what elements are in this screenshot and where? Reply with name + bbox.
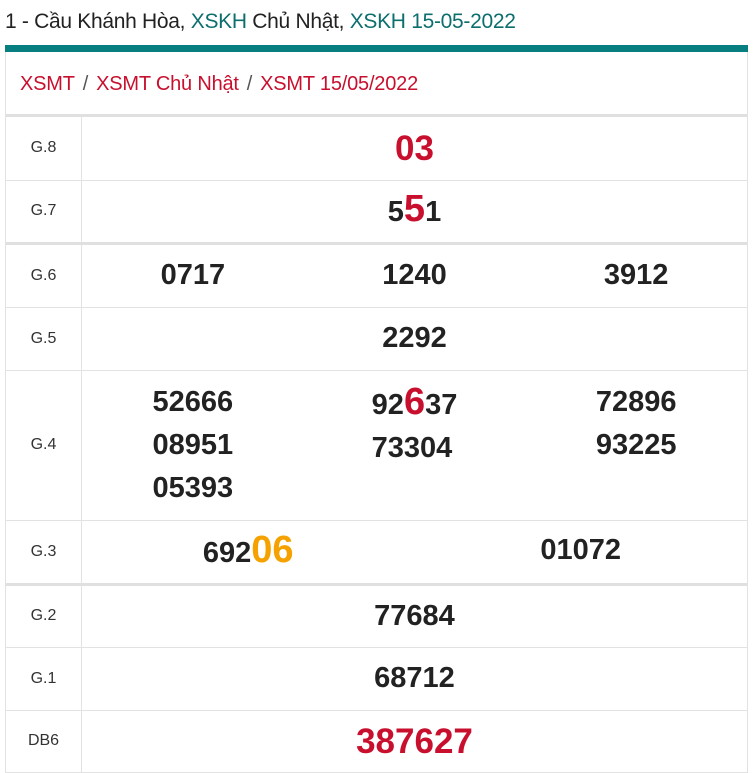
prize-label: G.7 <box>6 180 82 245</box>
prize-number: 72896 <box>596 381 677 424</box>
digits: 2292 <box>382 322 447 354</box>
number-column: 387627 <box>82 720 747 763</box>
prize-number: 05393 <box>153 467 234 510</box>
prize-label: G.1 <box>6 647 82 711</box>
prize-row: G.2 77684 <box>6 584 747 648</box>
number-column: 1240 <box>304 254 526 297</box>
prize-number: 01072 <box>540 529 621 572</box>
prize-row: G.8 03 <box>6 117 747 181</box>
digits: 73304 <box>371 431 453 464</box>
digits: 05393 <box>152 471 234 504</box>
digits: 3912 <box>603 259 669 291</box>
digits: 37 <box>425 388 458 421</box>
prize-numbers: 2292 <box>81 307 747 371</box>
prize-number: 2292 <box>382 317 447 360</box>
prize-row: G.4 52666 08951 05393 92637 73304 72896 93225 <box>6 370 747 521</box>
prize-number: 73304 <box>372 427 458 470</box>
digits: 52666 <box>152 385 234 418</box>
breadcrumb-separator: / <box>82 73 89 95</box>
breadcrumb-xsmt[interactable]: XSMT <box>20 73 75 95</box>
prize-number: 93225 <box>596 424 677 467</box>
number-column: 551 <box>82 188 747 234</box>
prize-numbers: 387627 <box>81 710 747 773</box>
number-column: 69206 <box>82 529 415 575</box>
title-part: XSKH 15-05-2022 <box>349 10 516 33</box>
digits: 77684 <box>374 599 455 632</box>
prize-number: 03 <box>395 127 434 170</box>
prize-number: 77684 <box>374 595 455 638</box>
prize-row: G.5 2292 <box>6 307 747 371</box>
number-column: 68712 <box>82 657 747 700</box>
prize-numbers: 551 <box>81 180 747 245</box>
prize-row: G.3 69206 01072 <box>6 520 748 586</box>
results-panel: XSMT / XSMT Chủ Nhật / XSMT 15/05/2022 G.8 03… <box>5 52 748 773</box>
digits: 03 <box>395 128 434 168</box>
prize-row: G.6 0717 1240 3912 <box>6 243 747 308</box>
breadcrumb-xsmt-chu-nhat[interactable]: XSMT Chủ Nhật <box>96 73 239 95</box>
number-column: 0717 <box>82 254 304 297</box>
highlighted-digits: 06 <box>251 528 294 571</box>
digits: 01072 <box>540 533 622 566</box>
number-column: 72896 93225 <box>525 381 747 510</box>
prize-number: 52666 <box>153 381 234 424</box>
accent-bar <box>5 45 748 52</box>
number-column: 3912 <box>525 254 747 297</box>
prize-number: 0717 <box>161 254 226 297</box>
number-column: 77684 <box>82 595 747 638</box>
digits: 92 <box>371 388 404 421</box>
title-part: XSKH <box>190 10 247 33</box>
prize-numbers: 0717 1240 3912 <box>81 243 747 308</box>
digits: 1240 <box>382 259 447 291</box>
digits: 0717 <box>160 259 226 291</box>
prize-label: G.6 <box>6 243 82 308</box>
digits: 08951 <box>152 428 234 461</box>
prize-label: G.3 <box>6 520 82 586</box>
highlighted-digits: 6 <box>403 380 426 423</box>
highlighted-digits: 5 <box>403 188 426 230</box>
results-table: G.8 03 G.7 551 G.6 0717 1240 3912 G.5 2292 G.4 5266… <box>6 117 747 773</box>
digits: 72896 <box>595 385 677 418</box>
digits: 1 <box>425 196 442 228</box>
prize-row: G.7 551 <box>6 180 747 245</box>
breadcrumb-separator: / <box>246 73 253 95</box>
title-part: 1 - Cầu Khánh Hòa, <box>5 10 191 33</box>
prize-numbers: 77684 <box>81 584 747 648</box>
number-column: 01072 <box>415 529 748 575</box>
prize-label: G.5 <box>6 307 82 371</box>
digits: 68712 <box>374 662 455 694</box>
prize-number: 08951 <box>153 424 234 467</box>
number-column: 92637 73304 <box>304 381 526 510</box>
title-part: Chủ Nhật, <box>246 10 350 33</box>
prize-number: 387627 <box>356 720 473 763</box>
prize-numbers: 52666 08951 05393 92637 73304 72896 93225 <box>81 370 747 521</box>
digits: 387627 <box>356 721 473 761</box>
page-title: 1 - Cầu Khánh Hòa, XSKH Chủ Nhật, XSKH 1… <box>0 0 753 45</box>
prize-row: G.1 68712 <box>6 647 747 711</box>
prize-numbers: 69206 01072 <box>81 520 748 586</box>
digits: 692 <box>202 536 252 569</box>
prize-numbers: 03 <box>81 117 747 181</box>
prize-number: 92637 <box>372 381 458 427</box>
prize-label: G.8 <box>6 117 82 181</box>
number-column: 03 <box>82 127 747 170</box>
breadcrumb: XSMT / XSMT Chủ Nhật / XSMT 15/05/2022 <box>6 52 747 117</box>
prize-label: G.4 <box>6 370 82 521</box>
prize-label: G.2 <box>6 584 82 648</box>
digits: 5 <box>387 196 404 228</box>
prize-number: 551 <box>388 188 441 234</box>
prize-number: 68712 <box>374 657 455 700</box>
number-column: 2292 <box>82 317 747 360</box>
number-column: 52666 08951 05393 <box>82 381 304 510</box>
prize-number: 3912 <box>604 254 669 297</box>
digits: 93225 <box>595 428 677 461</box>
breadcrumb-xsmt-date[interactable]: XSMT 15/05/2022 <box>260 73 418 95</box>
prize-label: DB6 <box>6 710 82 773</box>
prize-row: DB6 387627 <box>6 710 747 773</box>
prize-number: 69206 <box>203 529 294 575</box>
prize-numbers: 68712 <box>81 647 747 711</box>
prize-number: 1240 <box>382 254 447 297</box>
